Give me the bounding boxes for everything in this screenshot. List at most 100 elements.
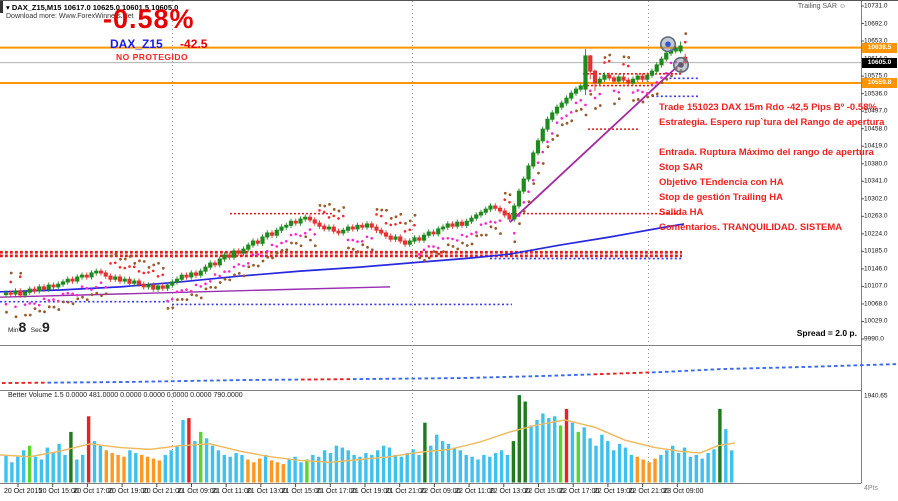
trail-stop-dot [228,278,232,282]
candle-body [478,211,484,216]
annotation-line: Objetivo TEndencia con HA [659,177,784,188]
sar-dot [531,178,535,182]
candle-body [113,276,118,280]
trail-stop-dot [9,271,13,275]
time-axis-label: 21 Oct 19:00 [351,488,392,495]
sar-dot [52,298,55,301]
pane1-dotted-line [398,377,403,380]
sar-dot [75,293,79,297]
trail-stop-dot [33,307,37,311]
pane1-dotted-line [522,375,526,378]
candle-body [583,55,588,90]
candle-body [464,220,469,226]
candle-body [3,292,9,296]
pnl-symbol: DAX_Z15 [110,37,163,51]
pane1-dotted-line [710,368,715,371]
price-tag: 10559.8 [862,77,897,88]
volume-bar [535,419,539,483]
candle-body [193,272,199,276]
trail-stop-dot [285,248,289,252]
pane1-dotted-line [28,381,32,384]
pane1-dotted-line [762,367,767,369]
pane1-dotted-line [775,366,780,369]
price-axis-label: 10692.0 [864,20,888,28]
pane1-dotted-line [236,379,240,382]
sar-dot [360,240,364,243]
trail-stop-dot [541,162,545,165]
volume-bar [405,453,409,483]
trail-stop-dot [81,295,84,299]
trail-stop-dot [617,97,621,101]
trail-stop-dot [119,257,122,261]
sar-dot [607,59,611,63]
sar-dot [113,261,117,265]
pane1-dotted-line [476,376,481,379]
sar-dot [636,89,640,92]
pane1-dotted-line [587,373,591,376]
volume-bar [606,441,610,483]
trail-stop-dot [5,310,8,314]
sar-dot [403,230,407,233]
sar-dot [189,289,193,293]
pane1-dotted-line [606,372,611,375]
volume-bar [246,459,250,483]
candle-body [227,254,232,258]
price-axis-label: 10536.0 [864,90,888,98]
symbol-dropdown-icon[interactable]: ▾ [6,3,10,12]
time-axis-label: 22 Oct 09:00 [420,488,461,495]
sar-dot [337,217,340,220]
pane1-dotted-line [366,378,370,380]
sar-dot [441,237,445,240]
volume-bar [63,454,67,483]
pane1-dotted-line [450,377,455,380]
volume-bar [92,441,97,483]
sar-dot [213,273,217,276]
candle-body [664,52,669,60]
pane1-dotted-line [281,378,286,381]
volume-bar [145,456,150,483]
pane1-dotted-line [548,374,552,377]
pane1-dotted-line [489,376,494,379]
pane1-dotted-line [262,378,266,381]
chart-title: ▾ DAX_Z15,M15 10617.0 10625.0 10601.5 10… [6,3,178,12]
pane1-dotted-line [749,367,754,370]
trail-stop-dot [76,297,80,301]
trail-stop-dot [608,53,612,57]
trail-stop-dot [28,313,32,317]
volume-bar [505,454,510,483]
purple-flat-line [0,286,391,298]
candle-body [127,278,132,284]
pane1-dotted-line [580,373,585,376]
sar-dot [151,269,155,273]
trail-stop-dot [223,277,227,281]
trail-stop-dot [147,265,151,269]
price-axis-label: 10107.0 [864,282,888,290]
time-axis-label: 21 Oct 09:00 [177,488,218,495]
trail-stop-dot [176,298,179,302]
trail-stop-dot [19,271,23,275]
pane1-dotted-line [67,381,71,384]
sar-dot [180,289,184,292]
volume-bar [476,459,480,483]
volume-scale-label: 1940.65 [864,392,888,400]
candle-body [607,74,612,79]
sar-dot [289,233,293,237]
volume-bar [600,434,604,483]
trail-stop-dot [551,138,555,141]
sar-dot [579,99,583,102]
trail-stop-dot [337,209,341,213]
trail-stop-dot [57,308,61,311]
candle-body [27,288,32,293]
pane1-dotted-line [866,364,871,366]
pane1-dotted-line [177,380,182,383]
sar-dot [170,297,174,301]
pane1-dotted-line [756,367,760,370]
candle-timer: Min8 Sec9 [8,319,50,337]
pane1-dotted-line [34,381,39,384]
sar-dot [280,241,283,245]
volume-bar [488,456,492,483]
volume-bar [647,462,651,483]
trail-stop-dot [636,98,640,101]
